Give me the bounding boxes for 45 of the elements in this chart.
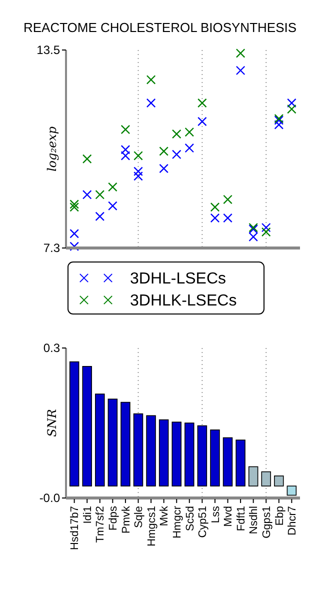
x-tick-label: Idi1 bbox=[82, 506, 94, 524]
bar bbox=[82, 366, 92, 486]
bar bbox=[95, 394, 105, 486]
y-tick-label: 7.3 bbox=[43, 241, 60, 256]
y-tick-label: 0.3 bbox=[43, 341, 60, 356]
bar bbox=[248, 466, 258, 486]
x-tick-label: Pmvk bbox=[120, 506, 132, 534]
x-tick-label: Tm7sf2 bbox=[94, 506, 107, 543]
x-tick-label: Fdft1 bbox=[235, 506, 248, 532]
x-tick-label: Dhcr7 bbox=[286, 506, 299, 536]
y-tick-label: 13.5 bbox=[36, 43, 60, 58]
legend-label: 3DHL-LSECs bbox=[130, 270, 226, 288]
x-tick-label: Ggps1 bbox=[260, 506, 273, 538]
y-tick-label: -0.0 bbox=[39, 491, 60, 506]
x-tick-label: Sc5d bbox=[184, 506, 196, 532]
chart-title: REACTOME CHOLESTEROL BIOSYNTHESIS bbox=[23, 20, 297, 35]
bar bbox=[274, 476, 284, 486]
bar bbox=[108, 398, 118, 486]
y-axis-title: SNR bbox=[45, 409, 59, 437]
bar bbox=[222, 437, 233, 486]
y-axis-title: log₂exp bbox=[45, 126, 59, 172]
bar bbox=[210, 430, 220, 486]
bar bbox=[184, 422, 194, 486]
x-tick-label: Lss bbox=[210, 506, 222, 524]
x-tick-label: Hmgcs1 bbox=[146, 506, 158, 546]
bar bbox=[261, 471, 271, 486]
bar bbox=[286, 486, 297, 496]
bar bbox=[69, 361, 80, 486]
x-tick-label: Hsd17b7 bbox=[69, 506, 82, 550]
bar bbox=[120, 402, 130, 486]
x-tick-label: Mvk bbox=[158, 506, 171, 526]
x-tick-label: Nsdhl bbox=[248, 506, 260, 534]
legend-label: 3DHLK-LSECs bbox=[130, 292, 237, 310]
bar bbox=[172, 422, 182, 486]
x-tick-label: Mvd bbox=[222, 506, 235, 527]
bar bbox=[236, 440, 246, 486]
bar bbox=[197, 425, 208, 486]
x-tick-label: Ebp bbox=[274, 506, 286, 526]
x-tick-label: Fdps bbox=[108, 506, 120, 530]
x-tick-label: Sqle bbox=[133, 506, 146, 528]
bar bbox=[133, 413, 144, 486]
x-tick-label: Cyp51 bbox=[197, 506, 210, 538]
x-tick-label: Hmgcr bbox=[171, 506, 184, 538]
bar bbox=[158, 419, 169, 486]
bar bbox=[146, 415, 156, 486]
